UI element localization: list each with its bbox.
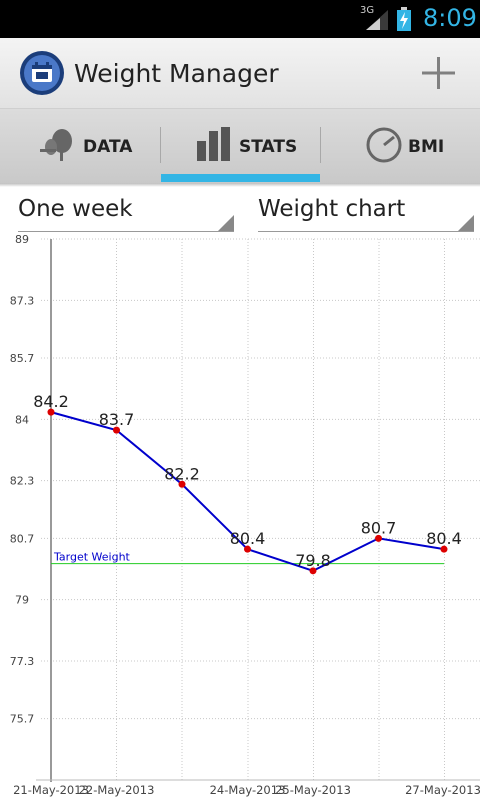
tab-bar-shadow [0, 183, 480, 187]
y-tick-label: 87.3 [10, 294, 35, 307]
chart-type-spinner[interactable]: Weight chart [258, 190, 474, 232]
y-tick-label: 79 [15, 594, 29, 607]
x-tick-label: 24-May-2013 [210, 783, 286, 797]
data-label: 80.4 [230, 529, 266, 548]
data-point [440, 545, 448, 553]
data-point [113, 426, 120, 434]
y-tick-label: 84 [15, 413, 29, 426]
data-label: 82.2 [164, 464, 200, 483]
tab-label-stats: STATS [239, 137, 298, 157]
status-bar: 3G 8:09 [0, 0, 480, 38]
period-spinner[interactable]: One week [18, 190, 234, 232]
tab-bar: DATA STATS BMI [0, 109, 480, 183]
x-tick-label: 27-May-2013 [405, 783, 480, 797]
tab-bmi[interactable]: BMI [321, 109, 480, 183]
data-point [375, 534, 382, 542]
x-tick-label: 22-May-2013 [79, 783, 155, 797]
network-type: 3G [360, 5, 375, 16]
weight-line-chart: 89 87.3 85.7 84 82.3 80.7 79 77.3 75.7 21-May-201… [10, 233, 480, 797]
data-point [309, 567, 317, 575]
data-point [178, 480, 186, 488]
data-label: 80.7 [361, 518, 397, 537]
y-tick-label: 75.7 [10, 713, 35, 726]
y-tick-label: 85.7 [10, 352, 35, 365]
selected-tab-indicator [161, 174, 320, 182]
dropdown-arrow-icon [458, 215, 474, 231]
data-point [47, 408, 55, 416]
spinner-underline [258, 231, 474, 232]
data-label: 84.2 [33, 392, 69, 411]
app-title: Weight Manager [74, 59, 279, 88]
x-tick-label: 25-May-2013 [275, 783, 351, 797]
app-calendar-icon[interactable] [19, 50, 65, 96]
scale-icon [40, 129, 72, 161]
period-spinner-value: One week [18, 196, 133, 222]
chart-type-spinner-value: Weight chart [258, 196, 406, 222]
signal-icon [366, 10, 388, 30]
bar-chart-icon [197, 127, 230, 161]
x-tick-label: 21-May-2013 [13, 783, 89, 797]
gauge-icon [366, 127, 402, 163]
y-tick-label: 77.3 [10, 655, 35, 668]
tab-data[interactable]: DATA [0, 109, 160, 183]
y-tick-label: 82.3 [10, 475, 35, 488]
clock: 8:09 [423, 4, 477, 32]
y-tick-label: 80.7 [10, 532, 35, 545]
data-point [244, 545, 251, 553]
dropdown-arrow-icon [218, 215, 234, 231]
data-label: 80.4 [426, 529, 462, 548]
target-weight-label: Target Weight [53, 551, 131, 564]
data-label: 79.8 [295, 551, 331, 570]
plus-icon[interactable] [410, 53, 466, 93]
action-bar: Weight Manager [0, 38, 480, 109]
tab-label-data: DATA [83, 137, 133, 157]
tab-divider [160, 127, 161, 163]
data-label: 83.7 [99, 410, 135, 429]
tab-stats[interactable]: STATS [161, 109, 321, 183]
tab-label-bmi: BMI [408, 137, 445, 157]
y-tick-label: 89 [15, 233, 29, 246]
tab-divider [320, 127, 321, 163]
battery-charging-icon [397, 7, 411, 31]
spinner-underline [18, 231, 234, 232]
